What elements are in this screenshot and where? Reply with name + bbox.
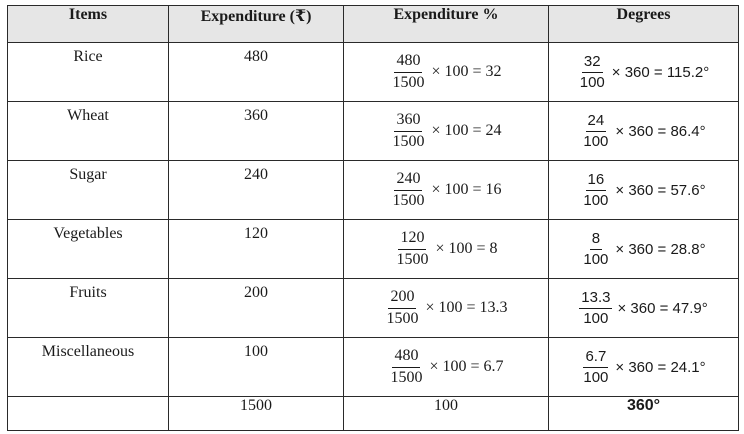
denominator: 100 [583,368,609,386]
item-name: Vegetables [53,225,123,242]
degree-result: × 360 = 57.6° [615,181,706,199]
table-row: Fruits 200 200 1500 × 100 = 13.3 13.3 100 … [7,278,739,338]
percent-calculation: 480 1500 × 100 = 32 [344,43,548,101]
degree-calculation: 32 100 × 360 = 115.2° [549,43,738,101]
fraction: 8 100 [581,230,610,268]
denominator: 100 [579,73,605,91]
percent-result: × 100 = 16 [431,181,502,198]
percent-calculation: 360 1500 × 100 = 24 [344,102,548,160]
header-expenditure: Expenditure (₹) [168,5,344,43]
header-row: Items Expenditure (₹) Expenditure % Degr… [7,5,739,43]
expenditure-value: 480 [244,48,268,65]
fraction: 120 1500 [394,229,430,269]
table-row: Miscellaneous 100 480 1500 × 100 = 6.7 6.… [7,337,739,397]
fraction: 16 100 [581,171,610,209]
total-percent: 100 [434,397,458,414]
denominator: 1500 [396,250,429,268]
expenditure-table: Items Expenditure (₹) Expenditure % Degr… [7,5,739,431]
numerator: 240 [394,170,423,191]
fraction: 32 100 [578,53,607,91]
numerator: 200 [388,288,417,309]
denominator: 100 [583,309,609,327]
percent-result: × 100 = 13.3 [425,299,508,316]
header-items: Items [7,5,169,43]
total-degrees: 360° [626,397,661,414]
item-name: Rice [73,48,103,65]
numerator: 16 [585,171,607,191]
degree-result: × 360 = 86.4° [615,122,706,140]
header-expenditure-percent: Expenditure % [343,5,549,43]
denominator: 1500 [392,191,425,209]
percent-result: × 100 = 24 [431,122,502,139]
item-name: Miscellaneous [41,343,135,360]
degree-result: × 360 = 47.9° [617,299,708,317]
numerator: 120 [398,229,427,250]
degree-result: × 360 = 115.2° [611,63,710,81]
denominator: 1500 [392,132,425,150]
numerator: 13.3 [579,289,613,309]
table-row: Vegetables 120 120 1500 × 100 = 8 8 100 × … [7,219,739,279]
numerator: 24 [585,112,607,132]
fraction: 24 100 [581,112,610,150]
degree-calculation: 8 100 × 360 = 28.8° [549,220,738,278]
item-name: Fruits [69,284,107,301]
numerator: 480 [392,347,421,368]
expenditure-value: 120 [244,225,268,242]
denominator: 100 [583,250,609,268]
total-expenditure: 1500 [240,397,272,414]
expenditure-value: 200 [244,284,268,301]
header-degrees: Degrees [548,5,739,43]
percent-calculation: 200 1500 × 100 = 13.3 [344,279,548,337]
item-name: Wheat [67,107,109,124]
degree-calculation: 6.7 100 × 360 = 24.1° [549,338,738,396]
table-row: Sugar 240 240 1500 × 100 = 16 16 100 × 360… [7,160,739,220]
numerator: 8 [589,230,603,250]
degree-result: × 360 = 24.1° [615,358,706,376]
fraction: 240 1500 [390,170,426,210]
percent-result: × 100 = 8 [435,240,498,257]
expenditure-value: 100 [244,343,268,360]
fraction: 6.7 100 [581,348,610,386]
degree-calculation: 13.3 100 × 360 = 47.9° [549,279,738,337]
expenditure-value: 360 [244,107,268,124]
percent-calculation: 480 1500 × 100 = 6.7 [344,338,548,396]
expenditure-value: 240 [244,166,268,183]
numerator: 360 [394,111,423,132]
degree-calculation: 16 100 × 360 = 57.6° [549,161,738,219]
fraction: 480 1500 [390,52,426,92]
total-row: 1500 100 360° [7,396,739,431]
numerator: 480 [394,52,423,73]
fraction: 13.3 100 [579,289,613,327]
percent-result: × 100 = 6.7 [429,358,504,375]
denominator: 1500 [392,73,425,91]
table-row: Rice 480 480 1500 × 100 = 32 32 100 × 360 … [7,42,739,102]
degree-result: × 360 = 28.8° [615,240,706,258]
fraction: 200 1500 [384,288,420,328]
fraction: 480 1500 [388,347,424,387]
table-row: Wheat 360 360 1500 × 100 = 24 24 100 × 360… [7,101,739,161]
denominator: 100 [583,191,609,209]
numerator: 6.7 [583,348,609,368]
percent-calculation: 120 1500 × 100 = 8 [344,220,548,278]
percent-result: × 100 = 32 [431,63,502,80]
denominator: 1500 [386,309,419,327]
denominator: 100 [583,132,609,150]
numerator: 32 [581,53,603,73]
degree-calculation: 24 100 × 360 = 86.4° [549,102,738,160]
item-name: Sugar [69,166,107,183]
denominator: 1500 [390,368,423,386]
percent-calculation: 240 1500 × 100 = 16 [344,161,548,219]
fraction: 360 1500 [390,111,426,151]
